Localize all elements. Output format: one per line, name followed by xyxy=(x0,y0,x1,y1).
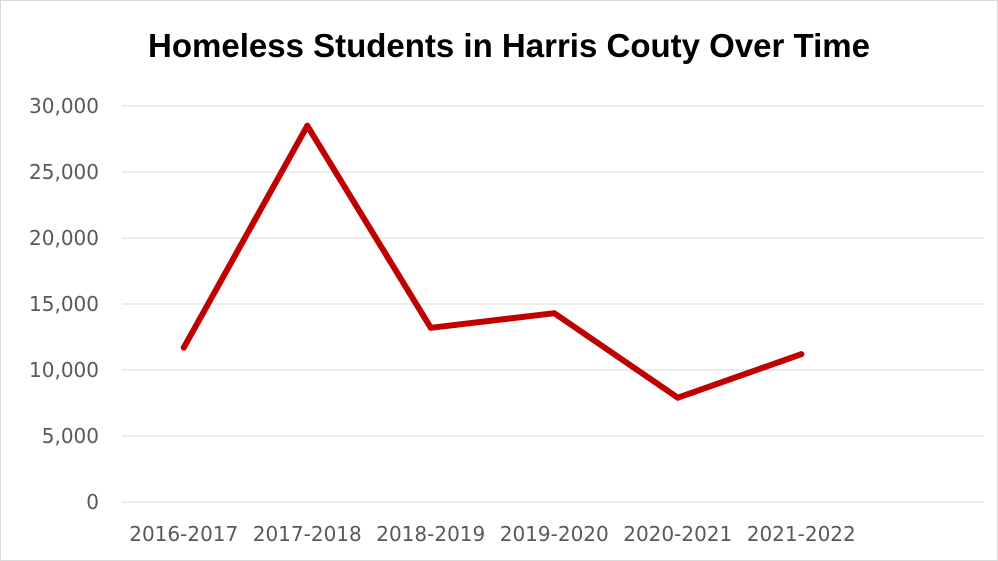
x-tick-label: 2020-2021 xyxy=(623,522,732,546)
y-tick-label: 5,000 xyxy=(42,424,99,448)
y-tick-label: 10,000 xyxy=(29,358,99,382)
x-tick-label: 2018-2019 xyxy=(376,522,485,546)
data-point xyxy=(551,310,558,317)
data-point xyxy=(304,122,311,129)
y-tick-label: 15,000 xyxy=(29,292,99,316)
x-tick-label: 2021-2022 xyxy=(747,522,856,546)
x-tick-label: 2016-2017 xyxy=(129,522,238,546)
series-line xyxy=(180,122,805,401)
y-tick-label: 20,000 xyxy=(29,226,99,250)
data-point xyxy=(180,344,187,351)
y-tick-label: 25,000 xyxy=(29,160,99,184)
y-tick-label: 30,000 xyxy=(29,94,99,118)
chart-title: Homeless Students in Harris Couty Over T… xyxy=(148,27,870,64)
x-tick-label: 2019-2020 xyxy=(500,522,609,546)
data-point xyxy=(674,394,681,401)
x-tick-label: 2017-2018 xyxy=(253,522,362,546)
data-point xyxy=(798,351,805,358)
y-tick-label: 0 xyxy=(86,490,99,514)
data-point xyxy=(427,324,434,331)
